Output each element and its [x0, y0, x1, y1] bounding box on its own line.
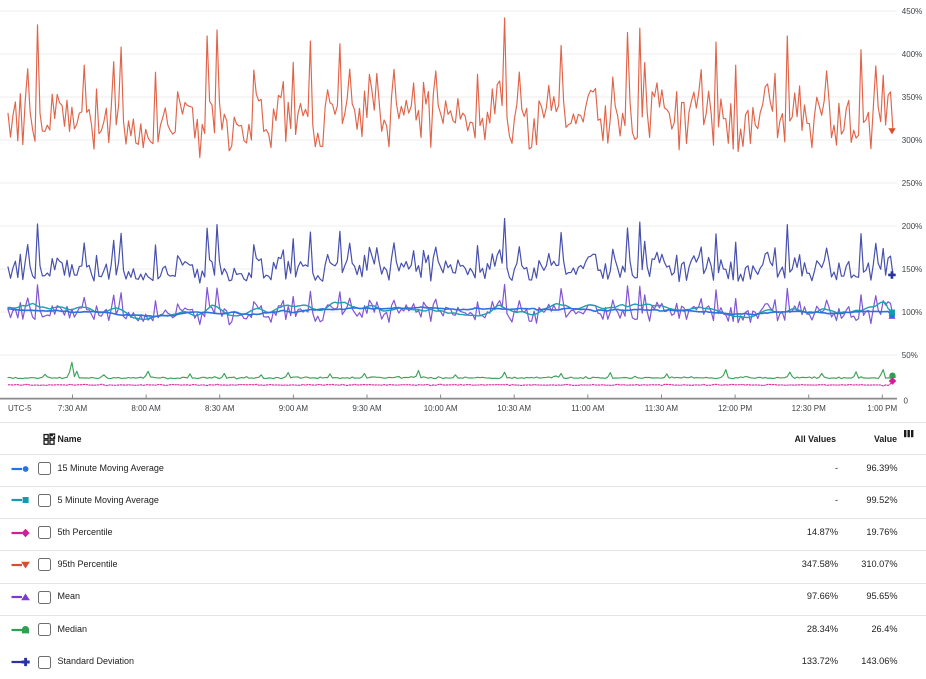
svg-text:0: 0: [904, 397, 909, 406]
svg-text:9:30 AM: 9:30 AM: [352, 404, 382, 413]
svg-text:12:00 PM: 12:00 PM: [718, 404, 753, 413]
svg-text:100%: 100%: [902, 308, 922, 317]
svg-text:10:30 AM: 10:30 AM: [497, 404, 531, 413]
svg-text:50%: 50%: [902, 351, 918, 360]
svg-text:200%: 200%: [902, 222, 922, 231]
svg-text:11:00 AM: 11:00 AM: [571, 404, 605, 413]
svg-text:UTC-5: UTC-5: [8, 404, 32, 413]
svg-text:12:30 PM: 12:30 PM: [792, 404, 827, 413]
svg-text:7:30 AM: 7:30 AM: [58, 404, 88, 413]
svg-text:11:30 AM: 11:30 AM: [645, 404, 679, 413]
svg-text:400%: 400%: [902, 50, 922, 59]
svg-text:9:00 AM: 9:00 AM: [279, 404, 309, 413]
svg-text:250%: 250%: [902, 179, 922, 188]
svg-text:350%: 350%: [902, 93, 922, 102]
svg-text:10:00 AM: 10:00 AM: [424, 404, 458, 413]
svg-text:300%: 300%: [902, 136, 922, 145]
svg-text:8:30 AM: 8:30 AM: [205, 404, 235, 413]
svg-text:1:00 PM: 1:00 PM: [867, 404, 897, 413]
svg-text:150%: 150%: [902, 265, 922, 274]
svg-text:8:00 AM: 8:00 AM: [131, 404, 161, 413]
svg-text:450%: 450%: [902, 7, 922, 16]
